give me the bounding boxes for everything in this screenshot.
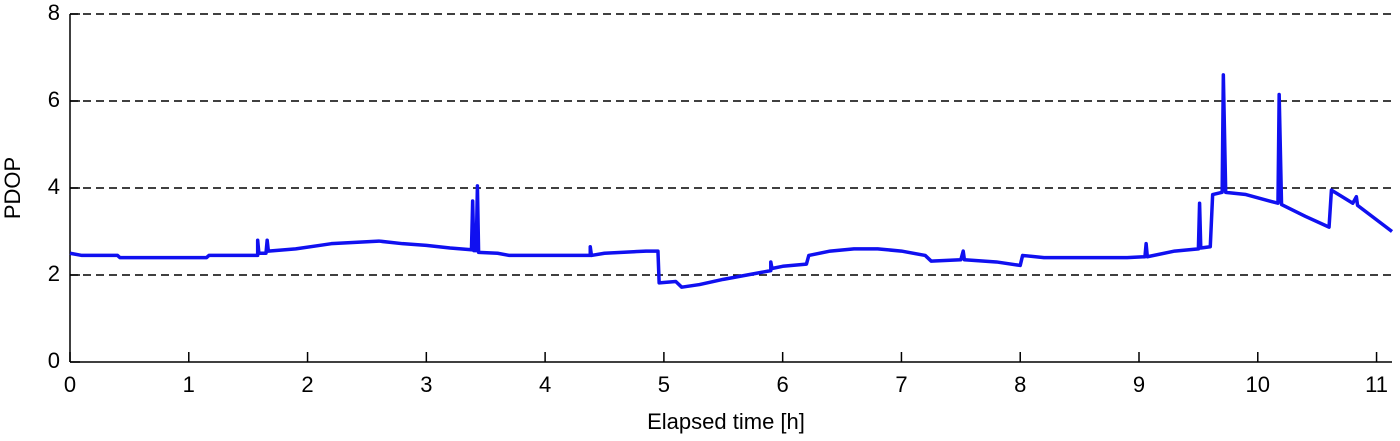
x-tick-label: 2 [301, 372, 313, 397]
x-tick-label: 6 [777, 372, 789, 397]
x-tick-label: 1 [183, 372, 195, 397]
x-tick-label: 10 [1246, 372, 1270, 397]
x-tick-label: 8 [1014, 372, 1026, 397]
data-line [69, 73, 1394, 289]
x-tick-label: 0 [64, 372, 76, 397]
y-tick-label: 0 [48, 348, 60, 373]
x-tick-label: 5 [658, 372, 670, 397]
y-tick-label: 8 [48, 0, 60, 25]
x-axis-label: Elapsed time [h] [647, 409, 805, 434]
x-tick-label: 4 [539, 372, 551, 397]
y-tick-label: 6 [48, 87, 60, 112]
x-tick-label: 11 [1365, 372, 1388, 397]
x-tick-label: 7 [895, 372, 907, 397]
y-axis-label: PDOP [0, 157, 25, 219]
y-tick-label: 2 [48, 261, 60, 286]
x-tick-label: 3 [420, 372, 432, 397]
x-tick-label: 9 [1133, 372, 1145, 397]
y-tick-label: 4 [48, 174, 60, 199]
